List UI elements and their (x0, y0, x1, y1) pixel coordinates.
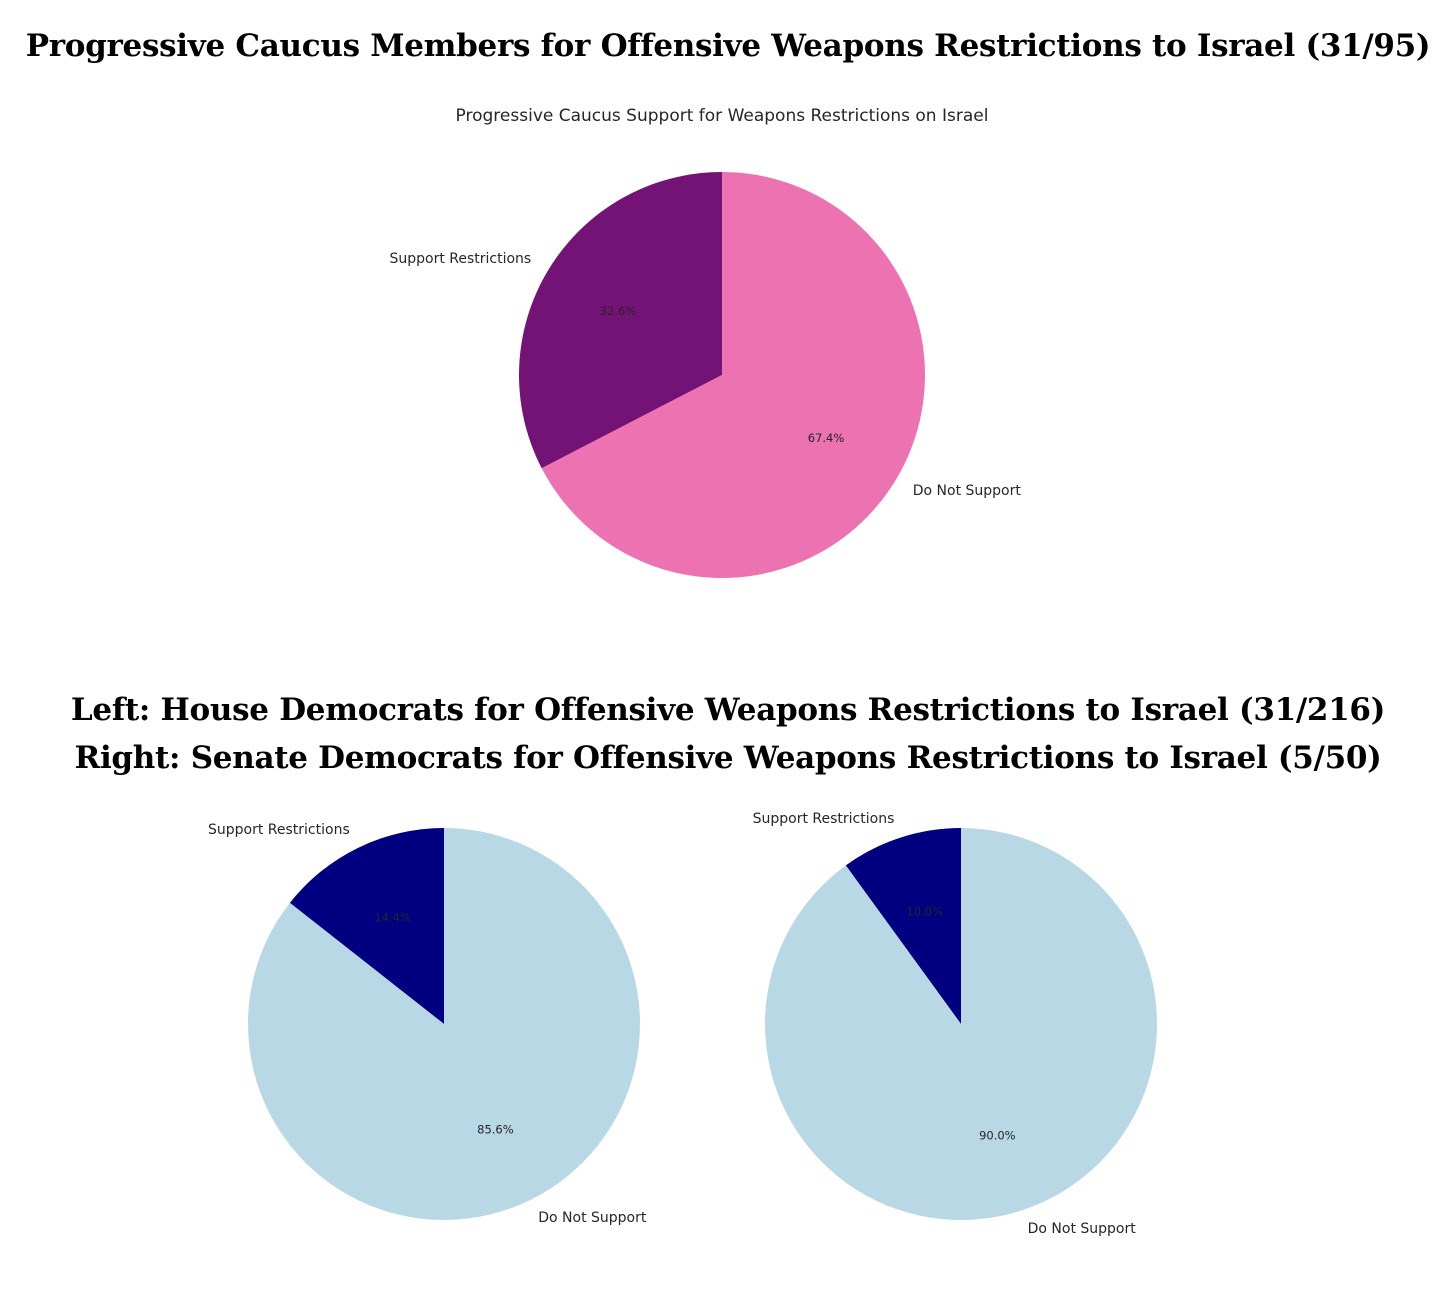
pie-slice-support (289, 828, 444, 1024)
slice-label: Do Not Support (1028, 1221, 1137, 1237)
pie-slice-do-not-support (541, 172, 925, 578)
pie-slice-support (845, 828, 961, 1024)
slice-label: Support Restrictions (753, 811, 895, 827)
slice-percent-label: 85.6% (477, 1122, 514, 1136)
bottom-heading-right: Right: Senate Democrats for Offensive We… (74, 740, 1382, 776)
house-democrats-pie: Support Restrictions 14.4% Do Not Support 8… (208, 822, 647, 1226)
slice-percent-label: 10.0% (906, 905, 943, 919)
pie-slice-do-not-support (764, 828, 1157, 1220)
slice-label: Do Not Support (538, 1210, 647, 1226)
chart-title: Progressive Caucus Support for Weapons R… (456, 106, 989, 126)
top-heading: Progressive Caucus Members for Offensive… (25, 28, 1431, 64)
progressive-caucus-pie: Progressive Caucus Support for Weapons R… (389, 106, 1021, 578)
slice-label: Support Restrictions (208, 822, 350, 838)
slice-percent-label: 67.4% (808, 431, 845, 445)
bottom-heading-left: Left: House Democrats for Offensive Weap… (70, 692, 1386, 728)
pie-slice-do-not-support (248, 828, 641, 1220)
slice-percent-label: 32.6% (600, 304, 637, 318)
slice-percent-label: 14.4% (374, 911, 411, 925)
pie-slice-support (519, 172, 722, 469)
slice-label: Support Restrictions (389, 251, 531, 267)
slice-percent-label: 90.0% (979, 1128, 1016, 1142)
slice-label: Do Not Support (913, 483, 1022, 499)
senate-democrats-pie: Support Restrictions 10.0% Do Not Support 9… (753, 811, 1157, 1237)
